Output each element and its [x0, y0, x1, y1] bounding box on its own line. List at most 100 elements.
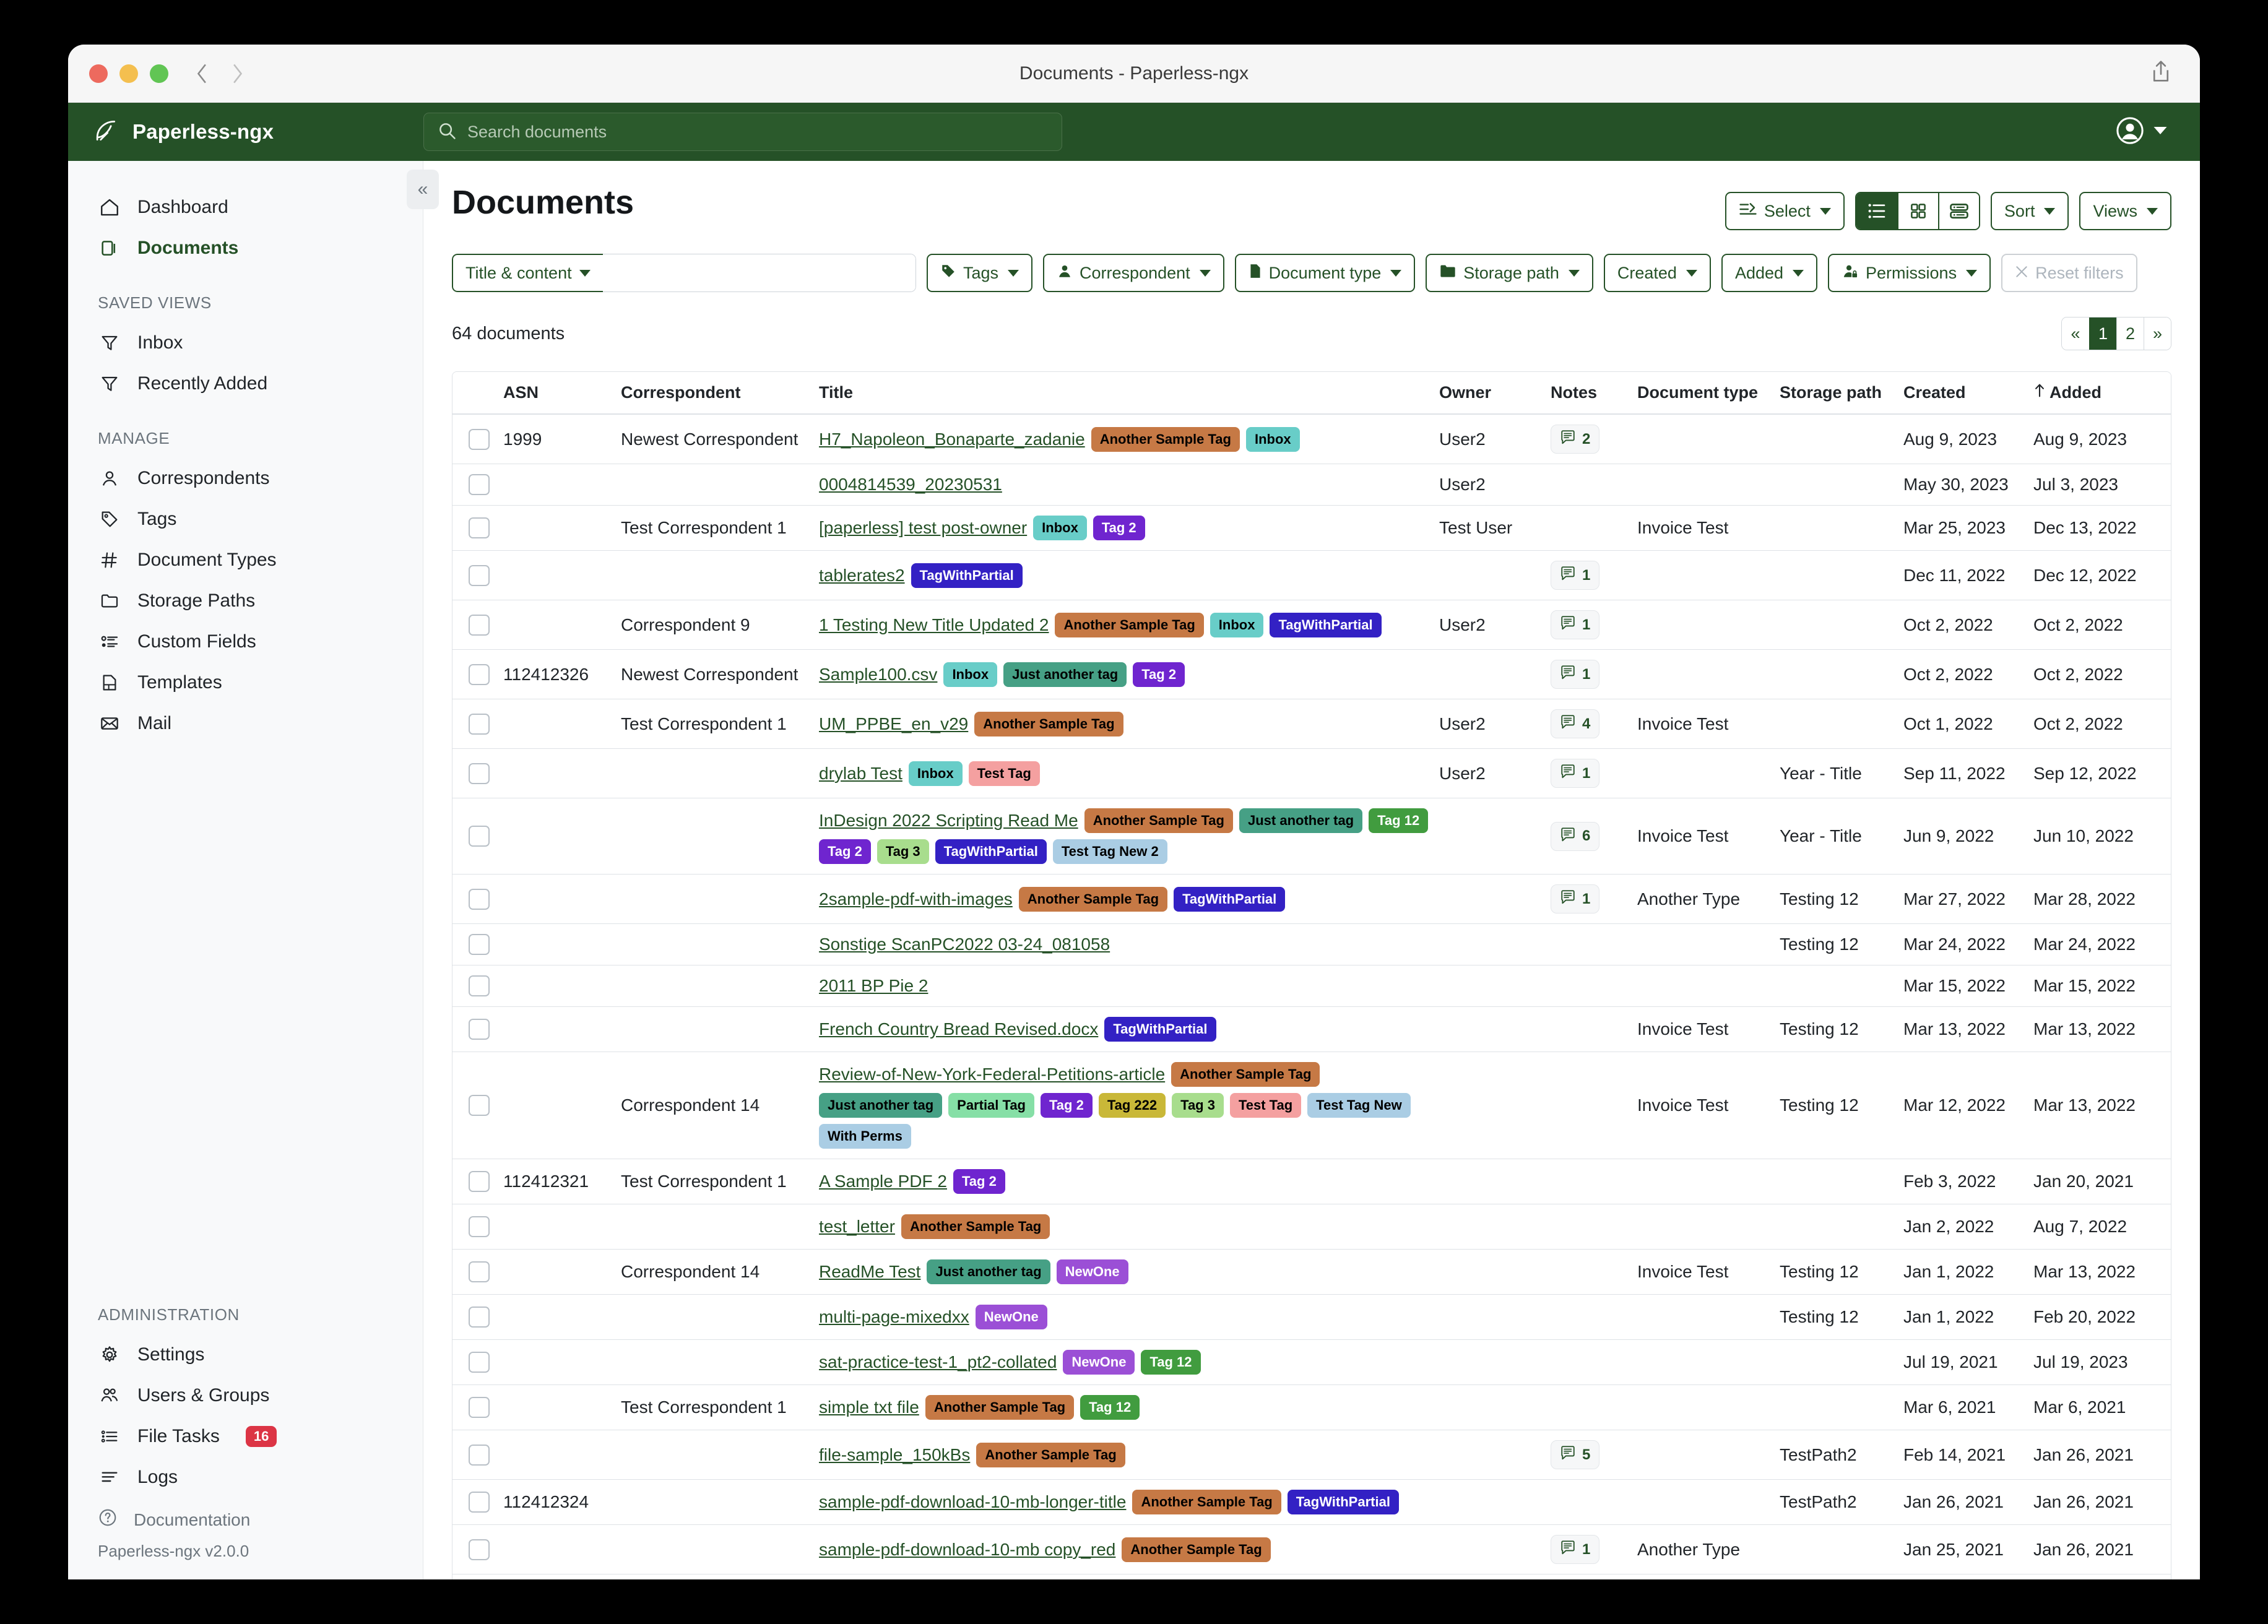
tag-badge[interactable]: TagWithPartial: [1270, 612, 1382, 637]
sidebar-item-inbox[interactable]: Inbox: [68, 322, 423, 363]
notes-button[interactable]: 6: [1551, 821, 1600, 851]
share-icon[interactable]: [2149, 59, 2173, 87]
row-checkbox-cell[interactable]: [452, 748, 498, 798]
table-row[interactable]: Sonstige ScanPC2022 03-24_081058 Testing …: [452, 923, 2171, 965]
document-title-link[interactable]: 2sample-pdf-with-images: [819, 889, 1013, 909]
pagination-first[interactable]: «: [2062, 317, 2089, 350]
tag-badge[interactable]: Tag 2: [1133, 662, 1185, 687]
tag-badge[interactable]: Tag 3: [876, 839, 929, 864]
table-row[interactable]: Correspondent 14 ReadMe Test Just another …: [452, 1249, 2171, 1295]
tag-badge[interactable]: Just another tag: [1239, 808, 1363, 833]
tag-badge[interactable]: TagWithPartial: [1174, 886, 1286, 912]
row-checkbox-cell[interactable]: [452, 1524, 498, 1574]
row-checkbox[interactable]: [469, 975, 490, 996]
row-checkbox[interactable]: [469, 517, 490, 538]
row-checkbox[interactable]: [469, 614, 490, 636]
tag-badge[interactable]: Another Sample Tag: [974, 711, 1123, 736]
tag-badge[interactable]: Inbox: [908, 761, 963, 786]
table-row[interactable]: tablerates2 TagWithPartial 1 Dec 11, 2022 De…: [452, 550, 2171, 600]
tag-badge[interactable]: Just another tag: [1003, 662, 1127, 687]
column-header-owner[interactable]: Owner: [1434, 372, 1546, 415]
tag-badge[interactable]: TagWithPartial: [935, 839, 1047, 864]
row-checkbox[interactable]: [469, 1352, 490, 1373]
table-row[interactable]: French Country Bread Revised.docx TagWith…: [452, 1006, 2171, 1052]
notes-button[interactable]: 1: [1551, 610, 1600, 639]
column-header-document-type[interactable]: Document type: [1632, 372, 1775, 415]
row-checkbox[interactable]: [469, 474, 490, 495]
column-header-title[interactable]: Title: [814, 372, 1434, 415]
row-checkbox-cell[interactable]: [452, 1339, 498, 1385]
tag-badge[interactable]: Another Sample Tag: [1018, 886, 1168, 912]
views-button[interactable]: Views: [2079, 192, 2171, 230]
tag-badge[interactable]: Another Sample Tag: [1171, 1062, 1320, 1087]
tag-badge[interactable]: Test Tag: [1229, 1093, 1302, 1118]
row-checkbox[interactable]: [469, 762, 490, 784]
tags-filter-button[interactable]: Tags: [927, 254, 1033, 292]
sidebar-item-document-types[interactable]: Document Types: [68, 540, 423, 581]
table-row[interactable]: sample-pdf-download-10-mb copy_red Anothe…: [452, 1524, 2171, 1574]
row-checkbox-cell[interactable]: [452, 600, 498, 650]
row-checkbox[interactable]: [469, 428, 490, 450]
tag-badge[interactable]: Another Sample Tag: [1084, 808, 1233, 833]
document-title-link[interactable]: ReadMe Test: [819, 1262, 921, 1281]
tag-badge[interactable]: Another Sample Tag: [1055, 612, 1204, 637]
sort-button[interactable]: Sort: [1990, 192, 2069, 230]
sidebar-item-documentation[interactable]: Documentation: [68, 1498, 423, 1538]
sidebar-item-settings[interactable]: Settings: [68, 1334, 423, 1375]
document-title-link[interactable]: French Country Bread Revised.docx: [819, 1019, 1099, 1039]
tag-badge[interactable]: Tag 3: [1172, 1093, 1224, 1118]
sidebar-item-logs[interactable]: Logs: [68, 1457, 423, 1498]
row-checkbox-cell[interactable]: [452, 1574, 498, 1579]
notes-button[interactable]: 1: [1551, 884, 1600, 914]
table-row[interactable]: 2sample-pdf-with-images Another Sample Ta…: [452, 874, 2171, 924]
tag-badge[interactable]: Tag 12: [1141, 1350, 1201, 1375]
table-row[interactable]: 112412324 sample-pdf-download-10-mb-longe…: [452, 1479, 2171, 1525]
sidebar-collapse-button[interactable]: «: [407, 170, 439, 209]
document-title-link[interactable]: H7_Napoleon_Bonaparte_zadanie: [819, 429, 1085, 449]
notes-button[interactable]: 1: [1551, 1535, 1600, 1564]
tag-badge[interactable]: Inbox: [1245, 426, 1300, 452]
search-input[interactable]: [466, 121, 1048, 142]
row-checkbox-cell[interactable]: [452, 923, 498, 965]
row-checkbox-cell[interactable]: [452, 649, 498, 699]
row-checkbox-cell[interactable]: [452, 464, 498, 506]
detail-view-button[interactable]: [1937, 193, 1979, 229]
document-title-link[interactable]: sat-practice-test-1_pt2-collated: [819, 1352, 1057, 1371]
notes-button[interactable]: 5: [1551, 1440, 1600, 1469]
row-checkbox[interactable]: [469, 713, 490, 735]
document-title-link[interactable]: drylab Test: [819, 763, 902, 783]
row-checkbox[interactable]: [469, 1095, 490, 1116]
sidebar-item-custom-fields[interactable]: Custom Fields: [68, 621, 423, 662]
row-checkbox[interactable]: [469, 1444, 490, 1466]
back-icon[interactable]: [194, 61, 210, 86]
document-type-filter-button[interactable]: Document type: [1234, 254, 1416, 292]
tag-badge[interactable]: TagWithPartial: [1104, 1017, 1216, 1042]
tag-badge[interactable]: Test Tag New 2: [1052, 839, 1167, 864]
row-checkbox-cell[interactable]: [452, 1479, 498, 1525]
sidebar-item-recently-added[interactable]: Recently Added: [68, 363, 423, 404]
row-checkbox[interactable]: [469, 1171, 490, 1192]
tag-badge[interactable]: Test Tag: [968, 761, 1040, 786]
tag-badge[interactable]: Tag 12: [1369, 808, 1429, 833]
row-checkbox-cell[interactable]: [452, 1294, 498, 1340]
row-checkbox-cell[interactable]: [452, 550, 498, 600]
table-row[interactable]: sat-practice-test-1_pt2-collated NewOne Ta…: [452, 1339, 2171, 1385]
document-title-link[interactable]: tablerates2: [819, 565, 905, 585]
sidebar-item-file-tasks[interactable]: File Tasks 16: [68, 1416, 423, 1457]
tag-badge[interactable]: Tag 222: [1098, 1093, 1166, 1118]
sidebar-item-users-groups[interactable]: Users & Groups: [68, 1375, 423, 1416]
row-checkbox[interactable]: [469, 564, 490, 586]
row-checkbox[interactable]: [469, 1397, 490, 1418]
tag-badge[interactable]: Tag 2: [953, 1169, 1005, 1194]
row-checkbox[interactable]: [469, 1019, 490, 1040]
row-checkbox-cell[interactable]: [452, 1052, 498, 1159]
table-row[interactable]: Test Correspondent 1 [paperless] test pos…: [452, 505, 2171, 551]
pagination-last[interactable]: »: [2144, 317, 2171, 350]
tag-badge[interactable]: Another Sample Tag: [976, 1442, 1125, 1467]
row-checkbox-cell[interactable]: [452, 1006, 498, 1052]
document-title-link[interactable]: UM_PPBE_en_v29: [819, 714, 969, 733]
row-checkbox[interactable]: [469, 826, 490, 847]
tag-badge[interactable]: Just another tag: [927, 1259, 1050, 1284]
sidebar-item-tags[interactable]: Tags: [68, 499, 423, 540]
